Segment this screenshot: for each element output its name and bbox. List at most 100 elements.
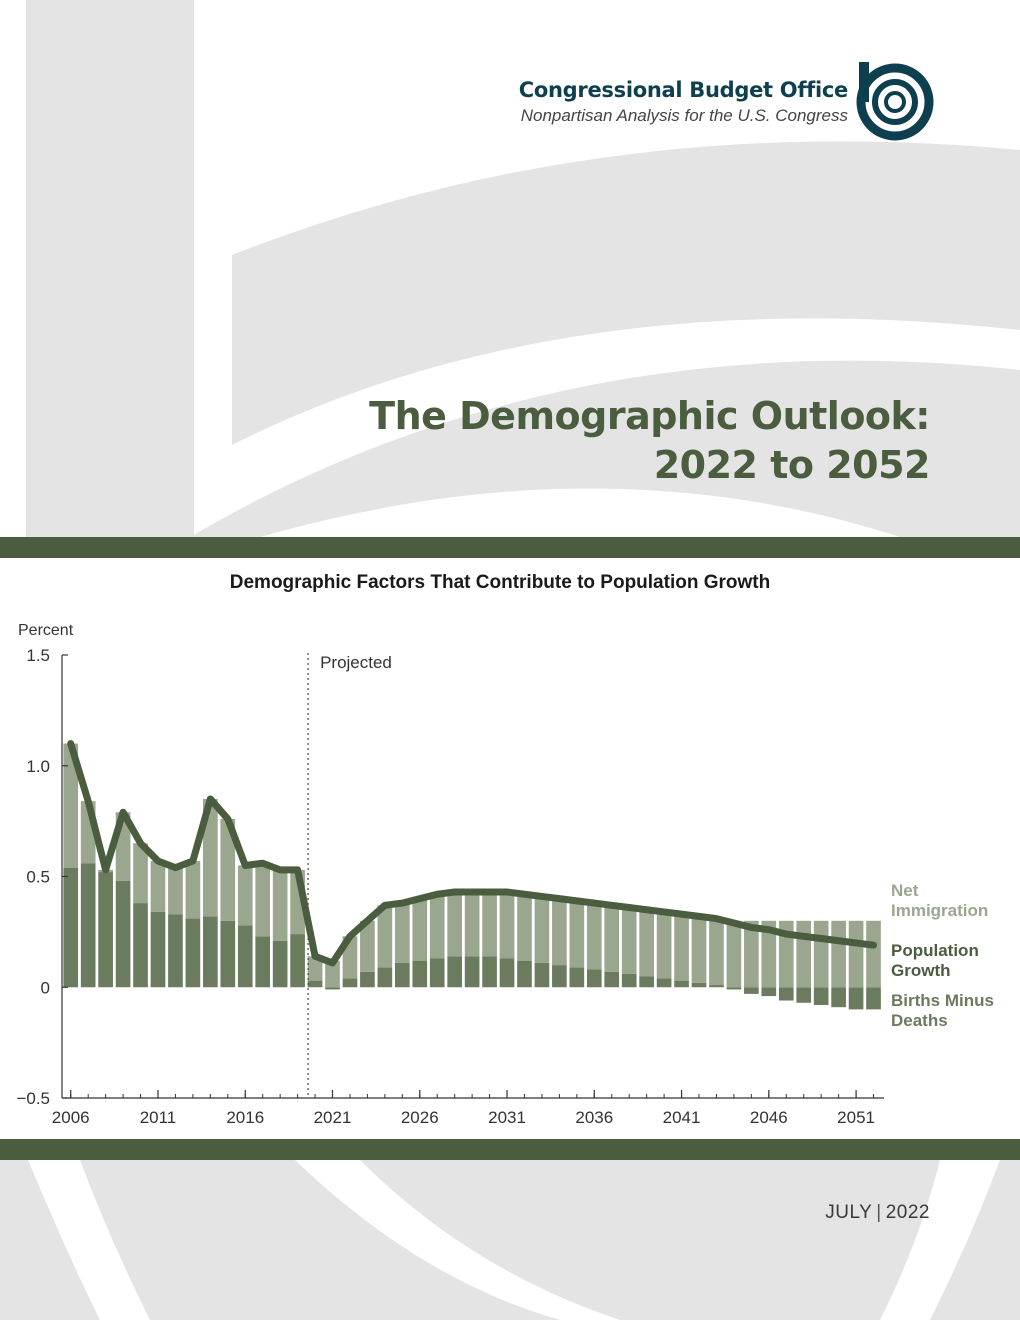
top-divider-band bbox=[0, 537, 1020, 558]
x-tick-label: 2006 bbox=[52, 1108, 90, 1127]
bar-net-immigration-2040 bbox=[656, 911, 672, 979]
organization-name: Congressional Budget Office bbox=[518, 78, 849, 102]
report-title-line2: 2022 to 2052 bbox=[653, 443, 931, 487]
bar-net-immigration-2017 bbox=[255, 863, 271, 937]
bar-net-immigration-2020 bbox=[307, 956, 323, 981]
bar-net-immigration-2046 bbox=[761, 920, 777, 988]
bar-births-minus-deaths-2014 bbox=[203, 916, 218, 988]
report-title-line1: The Demographic Outlook: bbox=[369, 394, 930, 438]
bar-net-immigration-2025 bbox=[394, 903, 410, 963]
bar-births-minus-deaths-2026 bbox=[412, 960, 428, 988]
bar-births-minus-deaths-2047 bbox=[778, 987, 794, 1001]
bar-births-minus-deaths-2015 bbox=[220, 920, 236, 988]
bar-net-immigration-2045 bbox=[744, 920, 759, 988]
bar-births-minus-deaths-2019 bbox=[290, 934, 305, 988]
bar-births-minus-deaths-2048 bbox=[796, 987, 812, 1003]
bar-net-immigration-2034 bbox=[552, 898, 567, 966]
bar-net-immigration-2012 bbox=[168, 867, 183, 915]
bar-births-minus-deaths-2038 bbox=[621, 973, 637, 988]
publication-month: JULY bbox=[825, 1202, 873, 1223]
bar-births-minus-deaths-2025 bbox=[394, 962, 410, 988]
bar-net-immigration-2026 bbox=[412, 898, 428, 961]
bar-births-minus-deaths-2036 bbox=[586, 969, 602, 988]
bar-net-immigration-2013 bbox=[185, 860, 201, 919]
bar-net-immigration-2036 bbox=[586, 903, 602, 970]
bar-net-immigration-2028 bbox=[447, 892, 463, 957]
y-tick-label: 1.5 bbox=[26, 646, 50, 665]
bar-net-immigration-2039 bbox=[639, 909, 654, 977]
bar-births-minus-deaths-2032 bbox=[517, 960, 532, 988]
y-tick-label: 0.5 bbox=[26, 868, 50, 887]
bar-births-minus-deaths-2051 bbox=[848, 987, 864, 1010]
bar-births-minus-deaths-2006 bbox=[63, 867, 79, 988]
bottom-divider-band bbox=[0, 1139, 1020, 1160]
brand-block: Congressional Budget Office Nonpartisan … bbox=[480, 75, 849, 127]
bar-net-immigration-2048 bbox=[796, 920, 812, 988]
bar-net-immigration-2024 bbox=[377, 905, 393, 968]
bar-births-minus-deaths-2043 bbox=[709, 985, 724, 988]
x-tick-label: 2036 bbox=[575, 1108, 613, 1127]
x-tick-label: 2041 bbox=[663, 1108, 701, 1127]
bar-net-immigration-2021 bbox=[325, 960, 340, 988]
bar-net-immigration-2037 bbox=[604, 905, 620, 972]
bar-net-immigration-2014 bbox=[203, 798, 218, 917]
bar-net-immigration-2030 bbox=[482, 892, 497, 957]
bar-net-immigration-2031 bbox=[499, 892, 515, 959]
cbo-logo-icon bbox=[856, 62, 934, 141]
y-tick-label: 1.0 bbox=[26, 757, 50, 776]
bar-net-immigration-2010 bbox=[133, 843, 148, 904]
bar-births-minus-deaths-2030 bbox=[482, 956, 497, 988]
bar-births-minus-deaths-2027 bbox=[429, 958, 445, 988]
bars-layer bbox=[63, 743, 881, 1010]
bar-births-minus-deaths-2049 bbox=[813, 987, 829, 1005]
bar-births-minus-deaths-2034 bbox=[552, 965, 567, 988]
y-tick-label: −0.5 bbox=[16, 1089, 50, 1108]
report-title: The Demographic Outlook: 2022 to 2052 bbox=[300, 392, 930, 490]
bar-births-minus-deaths-2040 bbox=[656, 978, 672, 988]
legend-item-1: Population Growth bbox=[891, 941, 979, 980]
legend: Net Immigration Population Growth Births Min… bbox=[891, 881, 994, 1030]
bar-net-immigration-2016 bbox=[237, 865, 253, 926]
x-tick-label: 2051 bbox=[837, 1108, 875, 1127]
bar-births-minus-deaths-2042 bbox=[691, 982, 707, 988]
bar-births-minus-deaths-2028 bbox=[447, 956, 463, 988]
x-tick-label: 2026 bbox=[401, 1108, 439, 1127]
chart-panel bbox=[0, 558, 1020, 1139]
bar-births-minus-deaths-2041 bbox=[674, 980, 689, 988]
bar-births-minus-deaths-2031 bbox=[499, 958, 515, 988]
x-tick-label: 2031 bbox=[488, 1108, 526, 1127]
population-growth-chart: Demographic Factors That Contribute to P… bbox=[16, 572, 994, 1127]
bar-births-minus-deaths-2009 bbox=[115, 880, 131, 988]
bar-births-minus-deaths-2008 bbox=[98, 872, 113, 988]
bar-births-minus-deaths-2016 bbox=[237, 925, 253, 988]
bar-net-immigration-2015 bbox=[220, 818, 236, 921]
bar-net-immigration-2042 bbox=[691, 916, 707, 983]
bar-net-immigration-2011 bbox=[150, 860, 166, 912]
organization-tagline: Nonpartisan Analysis for the U.S. Congre… bbox=[520, 106, 848, 125]
legend-item-0: Net Immigration bbox=[891, 881, 988, 920]
bar-births-minus-deaths-2037 bbox=[604, 971, 620, 988]
legend-item-2: Births Minus Deaths bbox=[891, 991, 994, 1030]
bar-net-immigration-2006 bbox=[63, 743, 79, 868]
bar-net-immigration-2038 bbox=[621, 907, 637, 974]
bar-net-immigration-2043 bbox=[709, 918, 724, 986]
bar-births-minus-deaths-2017 bbox=[255, 936, 271, 988]
publication-year: 2022 bbox=[885, 1202, 930, 1223]
bar-net-immigration-2044 bbox=[726, 920, 742, 988]
bar-net-immigration-2051 bbox=[848, 920, 864, 988]
bar-births-minus-deaths-2029 bbox=[464, 956, 480, 988]
bar-births-minus-deaths-2018 bbox=[272, 940, 288, 988]
bar-births-minus-deaths-2046 bbox=[761, 987, 777, 997]
bar-net-immigration-2050 bbox=[831, 920, 846, 988]
bar-net-immigration-2041 bbox=[674, 914, 689, 981]
x-tick-label: 2011 bbox=[140, 1108, 177, 1127]
line-layer bbox=[67, 740, 878, 967]
bar-net-immigration-2052 bbox=[866, 920, 881, 988]
date-separator: | bbox=[876, 1202, 882, 1223]
x-tick-label: 2016 bbox=[226, 1108, 264, 1127]
bar-births-minus-deaths-2045 bbox=[744, 987, 759, 994]
bar-net-immigration-2033 bbox=[534, 896, 550, 963]
bar-births-minus-deaths-2052 bbox=[866, 987, 881, 1010]
bar-births-minus-deaths-2035 bbox=[569, 967, 585, 988]
